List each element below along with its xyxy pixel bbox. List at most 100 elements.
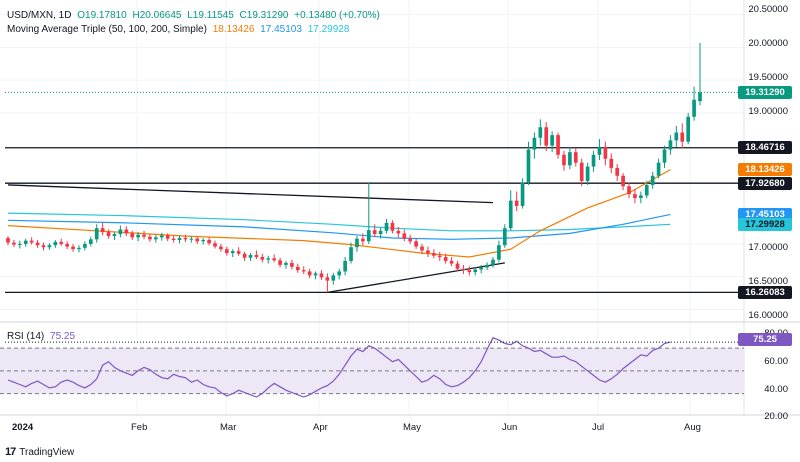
candle-body [443, 257, 448, 261]
price-axis-label: 16.00000 [748, 310, 788, 321]
candle-body [17, 243, 22, 245]
symbol-label[interactable]: USD/MXN, 1D [7, 10, 72, 21]
candle-body [437, 255, 442, 258]
price-axis-label: 19.00000 [748, 106, 788, 117]
candle-body [35, 242, 40, 246]
open-value: O19.17810 [77, 10, 127, 21]
candle-body [278, 260, 282, 265]
candle-body [183, 238, 188, 240]
candle-body [301, 270, 306, 272]
trendline [7, 184, 494, 204]
time-axis-label: 2024 [12, 422, 34, 433]
candle-body [47, 245, 52, 248]
rsi-title: RSI (14) [7, 331, 45, 342]
candle-body [449, 260, 454, 264]
candle-body [88, 239, 93, 244]
candle-body [650, 175, 655, 185]
candle-body [426, 250, 430, 254]
candle-body [366, 230, 371, 242]
candle-body [59, 241, 64, 244]
candle-body [236, 251, 241, 254]
candle-body [189, 238, 194, 240]
time-axis-label: Jun [502, 422, 518, 433]
candle-body [295, 266, 300, 271]
candle-body [497, 245, 501, 260]
candle-body [461, 268, 466, 271]
tradingview-logo[interactable]: 17 TradingView [5, 446, 74, 458]
ma200-value: 17.29928 [307, 24, 350, 35]
time-axis-label: Mar [220, 422, 237, 433]
horizontal-line-label: 16.26083 [738, 285, 792, 299]
price-axis-label: 16.50000 [748, 276, 788, 287]
ma50-line [7, 169, 671, 258]
candle-body [130, 233, 135, 238]
candle-body [331, 275, 336, 281]
candle-body [349, 247, 353, 261]
candle-body [177, 238, 182, 240]
candle-body [597, 146, 602, 155]
rsi-legend[interactable]: RSI (14) 75.25 [7, 331, 78, 342]
candle-body [644, 184, 649, 196]
candle-body [159, 235, 164, 238]
ma100-value: 17.45103 [260, 24, 302, 35]
candle-body [562, 154, 566, 166]
candle-body [242, 253, 247, 258]
rsi-axis-label: 60.00 [764, 356, 788, 367]
candle-body [479, 267, 483, 270]
time-axis-label: Feb [131, 422, 148, 433]
candle-body [467, 270, 472, 273]
candle-body [12, 242, 16, 245]
candle-body [432, 253, 436, 256]
candle-body [124, 229, 129, 234]
candle-body [633, 194, 637, 199]
candle-body [219, 246, 223, 250]
price-axis-label: 20.00000 [748, 38, 788, 49]
candle-body [408, 238, 413, 242]
candle-body [656, 162, 661, 176]
candle-body [148, 236, 152, 240]
candle-body [112, 234, 117, 237]
close-value: C19.31290 [239, 10, 289, 21]
ma-legend[interactable]: Moving Average Triple (50, 100, 200, Sim… [7, 24, 352, 35]
candle-body [41, 245, 46, 248]
candle-body [662, 149, 667, 163]
candle-body [71, 246, 75, 250]
candle-body [390, 222, 395, 231]
candle-body [603, 146, 608, 159]
candle-body [100, 228, 105, 233]
ma100-price-label: 17.45103 [738, 207, 792, 221]
candle-body [508, 200, 513, 229]
horizontal-line-label: 18.46716 [738, 141, 792, 155]
time-axis-label: Apr [313, 422, 328, 433]
time-axis-label: May [403, 422, 421, 433]
last-price-label: 19.31290 [738, 85, 792, 99]
candle-body [154, 237, 158, 240]
candle-body [284, 262, 288, 265]
candle-body [165, 235, 170, 239]
candle-body [680, 132, 685, 142]
candle-body [550, 135, 554, 146]
change-value: +0.13480 (+0.70%) [294, 10, 380, 21]
candle-body [313, 273, 318, 276]
candle-body [53, 241, 58, 246]
candle-body [77, 247, 81, 250]
candle-body [473, 269, 478, 273]
candle-body [591, 154, 596, 167]
candle-body [378, 230, 383, 235]
price-axis-label: 19.50000 [748, 72, 788, 83]
candle-body [585, 166, 590, 182]
rsi-current-label: 75.25 [738, 333, 792, 346]
candle-body [319, 273, 324, 278]
candle-body [520, 182, 525, 206]
candle-body [201, 239, 206, 242]
candle-body [225, 249, 229, 254]
price-axis-label: 20.50000 [748, 4, 788, 15]
candle-body [230, 251, 235, 254]
horizontal-line-label: 17.92680 [738, 176, 792, 190]
candle-body [514, 200, 519, 206]
ma200-price-label: 17.29928 [738, 217, 792, 231]
candle-body [686, 116, 691, 142]
candle-body [213, 243, 217, 247]
candle-body [573, 152, 578, 163]
